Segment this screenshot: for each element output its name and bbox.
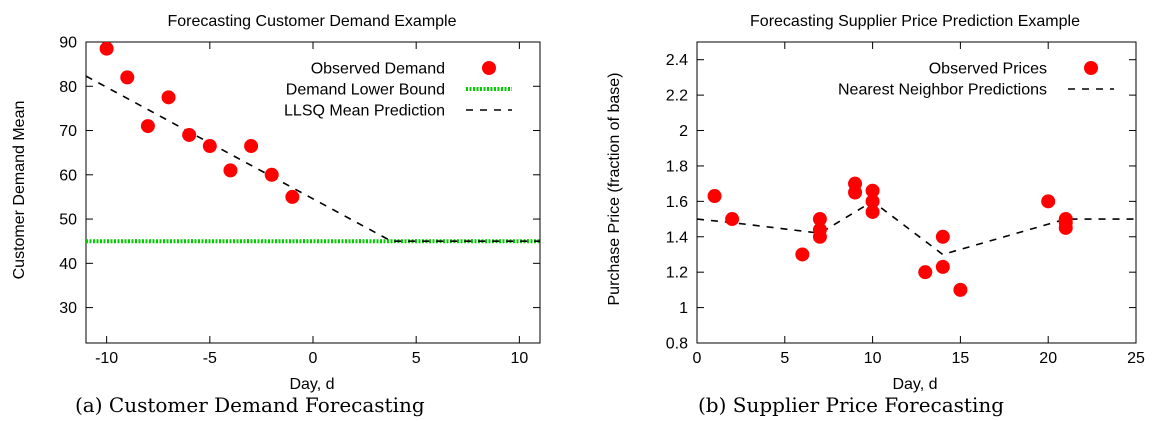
x-tick-label: -10 bbox=[95, 350, 118, 367]
y-axis-label: Customer Demand Mean bbox=[11, 101, 28, 280]
y-tick-label: 1 bbox=[679, 300, 688, 317]
data-point bbox=[140, 119, 155, 134]
x-tick-label: 0 bbox=[309, 350, 318, 367]
legend-label: LLSQ Mean Prediction bbox=[284, 103, 445, 120]
x-tick-label: -5 bbox=[203, 350, 217, 367]
data-point bbox=[182, 127, 197, 142]
y-tick-label: 2 bbox=[679, 123, 688, 140]
x-tick-label: 5 bbox=[780, 350, 789, 367]
y-tick-label: 0.8 bbox=[666, 336, 688, 353]
x-tick-label: 5 bbox=[412, 350, 421, 367]
data-point bbox=[244, 139, 259, 154]
x-tick-label: 0 bbox=[693, 350, 702, 367]
x-tick-label: 25 bbox=[1127, 350, 1145, 367]
y-axis-label: Purchase Price (fraction of base) bbox=[606, 73, 623, 306]
legend-label: Observed Demand bbox=[311, 61, 445, 78]
data-point bbox=[865, 183, 880, 198]
data-point bbox=[120, 70, 135, 85]
data-point bbox=[223, 163, 238, 178]
data-point bbox=[1058, 220, 1073, 235]
data-point bbox=[848, 185, 863, 200]
data-point bbox=[707, 189, 722, 204]
data-point bbox=[161, 90, 176, 105]
data-point bbox=[99, 42, 114, 56]
data-point bbox=[865, 194, 880, 209]
y-tick-label: 90 bbox=[59, 35, 77, 52]
chart-supplier-price: Forecasting Supplier Price Prediction Ex… bbox=[606, 13, 1145, 417]
y-tick-label: 40 bbox=[59, 256, 77, 273]
data-point bbox=[1041, 194, 1056, 209]
y-tick-label: 70 bbox=[59, 123, 77, 140]
chart-title: Forecasting Supplier Price Prediction Ex… bbox=[750, 13, 1080, 30]
y-tick-label: 1.2 bbox=[666, 265, 688, 282]
legend-label: Demand Lower Bound bbox=[286, 82, 445, 99]
x-axis-label: Day, d bbox=[892, 376, 937, 393]
plot-frame bbox=[696, 41, 1137, 344]
data-point bbox=[285, 189, 300, 204]
legend-swatch bbox=[482, 61, 496, 75]
x-tick-label: 10 bbox=[510, 350, 528, 367]
series-line bbox=[86, 75, 540, 242]
y-tick-label: 80 bbox=[59, 79, 77, 96]
data-point bbox=[865, 204, 880, 219]
y-tick-label: 1.6 bbox=[666, 194, 688, 211]
legend-label: Nearest Neighbor Predictions bbox=[838, 82, 1047, 99]
data-point bbox=[812, 229, 827, 244]
y-tick-label: 60 bbox=[59, 167, 77, 184]
chart-caption: (b) Supplier Price Forecasting bbox=[698, 393, 1004, 417]
legend-swatch bbox=[1084, 61, 1098, 75]
legend-label: Observed Prices bbox=[929, 61, 1047, 78]
data-point bbox=[812, 212, 827, 227]
chart-caption: (a) Customer Demand Forecasting bbox=[75, 393, 425, 417]
data-point bbox=[918, 265, 933, 280]
data-point bbox=[953, 282, 968, 297]
y-tick-label: 2.4 bbox=[666, 52, 688, 69]
data-point bbox=[935, 229, 950, 244]
chart-title: Forecasting Customer Demand Example bbox=[167, 13, 456, 30]
data-point bbox=[264, 167, 279, 182]
data-point bbox=[725, 212, 740, 227]
chart-customer-demand: Forecasting Customer Demand Example Cust… bbox=[11, 13, 541, 417]
y-tick-label: 2.2 bbox=[666, 88, 688, 105]
data-point bbox=[202, 139, 217, 154]
y-tick-label: 1.4 bbox=[666, 229, 688, 246]
y-tick-label: 1.8 bbox=[666, 158, 688, 175]
x-tick-label: 20 bbox=[1039, 350, 1057, 367]
data-point bbox=[795, 247, 810, 262]
x-tick-label: 10 bbox=[864, 350, 882, 367]
data-point bbox=[935, 259, 950, 274]
x-tick-label: 15 bbox=[952, 350, 970, 367]
plot-series bbox=[697, 176, 1136, 297]
x-axis-label: Day, d bbox=[289, 376, 334, 393]
plot-series bbox=[86, 42, 540, 244]
y-tick-label: 50 bbox=[59, 212, 77, 229]
y-tick-label: 30 bbox=[59, 300, 77, 317]
